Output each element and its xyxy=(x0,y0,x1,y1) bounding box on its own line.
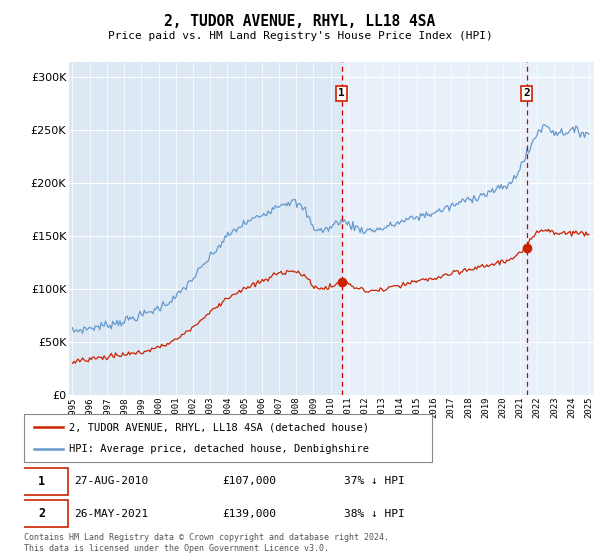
Text: £139,000: £139,000 xyxy=(223,509,277,519)
Text: Price paid vs. HM Land Registry's House Price Index (HPI): Price paid vs. HM Land Registry's House … xyxy=(107,31,493,41)
FancyBboxPatch shape xyxy=(16,468,68,495)
Text: 2: 2 xyxy=(38,507,45,520)
Text: 38% ↓ HPI: 38% ↓ HPI xyxy=(344,509,405,519)
Text: 2: 2 xyxy=(523,88,530,99)
FancyBboxPatch shape xyxy=(16,500,68,528)
Text: 2, TUDOR AVENUE, RHYL, LL18 4SA (detached house): 2, TUDOR AVENUE, RHYL, LL18 4SA (detache… xyxy=(69,422,369,432)
FancyBboxPatch shape xyxy=(24,414,432,462)
Text: HPI: Average price, detached house, Denbighshire: HPI: Average price, detached house, Denb… xyxy=(69,444,369,454)
Text: 26-MAY-2021: 26-MAY-2021 xyxy=(74,509,148,519)
Text: 27-AUG-2010: 27-AUG-2010 xyxy=(74,477,148,486)
Text: Contains HM Land Registry data © Crown copyright and database right 2024.
This d: Contains HM Land Registry data © Crown c… xyxy=(24,533,389,553)
Text: 1: 1 xyxy=(338,88,345,99)
Text: 37% ↓ HPI: 37% ↓ HPI xyxy=(344,477,405,486)
Text: 2, TUDOR AVENUE, RHYL, LL18 4SA: 2, TUDOR AVENUE, RHYL, LL18 4SA xyxy=(164,14,436,29)
Text: 1: 1 xyxy=(38,475,45,488)
Bar xyxy=(342,62,600,395)
Text: £107,000: £107,000 xyxy=(223,477,277,486)
